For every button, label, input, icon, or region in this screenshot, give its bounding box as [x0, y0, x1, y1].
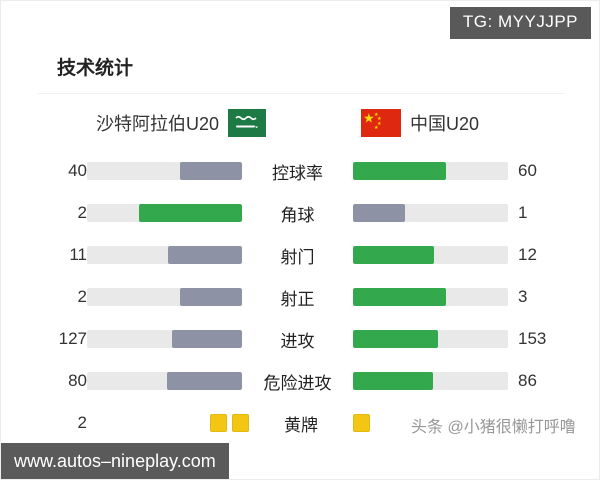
home-value: 80 [68, 371, 87, 390]
yellow-card-icon [232, 414, 249, 432]
yellow-card-icon [353, 414, 370, 432]
away-yellow-cards [353, 414, 508, 432]
stat-label: 危险进攻 [263, 373, 332, 393]
home-value: 40 [68, 161, 87, 180]
home-value: 127 [58, 329, 87, 348]
away-bar-fill [353, 204, 405, 222]
away-value: 1 [518, 203, 528, 222]
telegram-badge: TG: MYYJJPP [449, 7, 591, 39]
stat-label: 射门 [280, 247, 315, 267]
home-value: 2 [77, 203, 87, 222]
stat-label: 角球 [280, 205, 315, 225]
away-bar-fill [353, 288, 446, 306]
saudi-arabia-flag-icon [228, 109, 267, 137]
svg-text:★: ★ [377, 116, 382, 122]
home-value: 2 [77, 287, 87, 306]
home-bar-fill [180, 288, 242, 306]
away-value: 153 [518, 329, 547, 348]
away-bar [353, 288, 508, 306]
stat-row-corners: 2 角球 1 [1, 192, 599, 234]
away-value: 60 [518, 161, 537, 180]
home-bar-fill [138, 204, 242, 222]
site-url: www.autos–nineplay.com [14, 451, 216, 471]
stat-label: 进攻 [280, 331, 315, 351]
stats-table: 40 控球率 60 2 角球 1 11 射门 12 2 射正 3 [1, 150, 599, 444]
home-bar-fill [167, 372, 242, 390]
away-value: 3 [518, 287, 528, 306]
home-bar [87, 162, 242, 180]
stat-row-attacks: 127 进攻 153 [1, 318, 599, 360]
home-bar-fill [171, 330, 242, 348]
home-bar-fill [167, 246, 242, 264]
away-bar-fill [353, 372, 434, 390]
home-team-header: 沙特阿拉伯U20 [96, 107, 267, 139]
away-bar [353, 372, 508, 390]
home-bar [87, 288, 242, 306]
svg-text:★: ★ [374, 125, 379, 131]
away-bar [353, 246, 508, 264]
away-bar [353, 330, 508, 348]
away-bar [353, 204, 508, 222]
divider [37, 93, 565, 94]
stat-row-shots: 11 射门 12 [1, 234, 599, 276]
home-team-name: 沙特阿拉伯U20 [96, 114, 220, 134]
home-bar-fill [180, 162, 242, 180]
away-value: 12 [518, 245, 537, 264]
home-bar [87, 246, 242, 264]
site-url-banner: www.autos–nineplay.com [1, 443, 229, 479]
stat-row-yellow-cards: 2 黄牌 [1, 402, 599, 444]
toutiao-watermark: 头条 @小猪很懒打呼噜 [411, 419, 576, 436]
stat-row-shots-on-target: 2 射正 3 [1, 276, 599, 318]
stat-label: 黄牌 [284, 415, 318, 435]
home-bar [87, 330, 242, 348]
away-team-name: 中国U20 [410, 114, 480, 134]
yellow-card-icon [210, 414, 227, 432]
away-bar-fill [353, 330, 438, 348]
svg-text:★: ★ [363, 111, 375, 126]
home-value: 2 [77, 413, 87, 432]
away-bar-fill [353, 162, 446, 180]
stat-label: 射正 [280, 289, 315, 309]
away-bar-fill [353, 246, 434, 264]
away-value: 86 [518, 371, 537, 390]
away-team-header: ★ ★ ★ ★ ★ 中国U20 [361, 107, 479, 139]
home-bar [87, 204, 242, 222]
svg-text:★: ★ [374, 112, 379, 118]
stat-row-possession: 40 控球率 60 [1, 150, 599, 192]
stat-label: 控球率 [272, 163, 323, 183]
stat-row-dangerous-attacks: 80 危险进攻 86 [1, 360, 599, 402]
away-bar [353, 162, 508, 180]
home-value: 11 [69, 245, 87, 264]
home-bar [87, 372, 242, 390]
china-flag-icon: ★ ★ ★ ★ ★ [361, 109, 401, 137]
page-title: 技术统计 [57, 58, 134, 79]
svg-text:★: ★ [377, 121, 382, 127]
home-yellow-cards [94, 414, 249, 432]
